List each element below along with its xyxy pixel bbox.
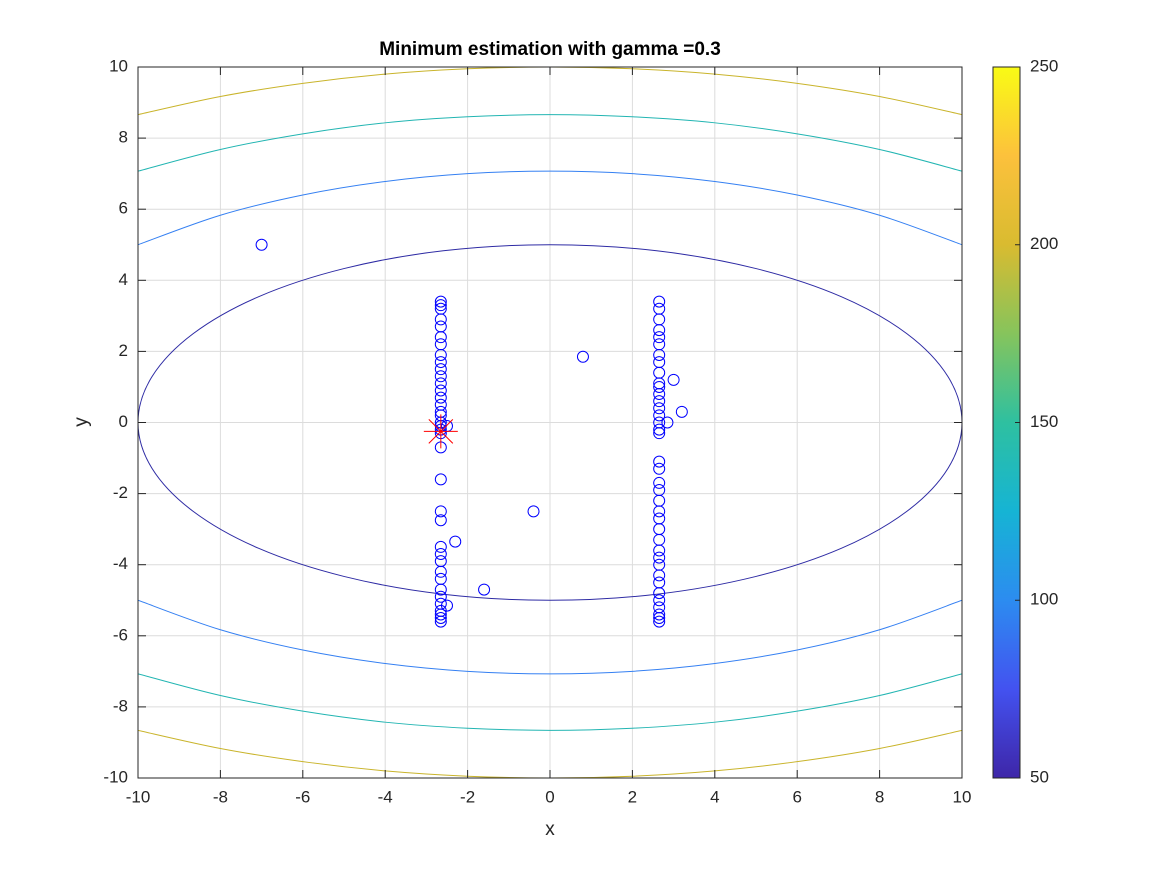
x-tick-label: -2 <box>460 787 475 806</box>
colorbar-tick-label: 200 <box>1030 234 1058 253</box>
contours <box>138 67 962 778</box>
sample-point <box>255 238 268 251</box>
sample-point <box>653 462 666 475</box>
sample-point <box>653 455 666 468</box>
sample-point <box>478 583 491 596</box>
contour-line <box>138 67 962 778</box>
y-tick-label: 10 <box>109 56 128 75</box>
sample-point <box>434 295 447 308</box>
sample-point <box>653 402 666 415</box>
sample-point <box>434 612 447 625</box>
y-tick-label: 8 <box>119 128 128 147</box>
sample-point <box>434 565 447 578</box>
sample-point <box>653 409 666 422</box>
sample-point <box>434 615 447 628</box>
sample-point <box>434 391 447 404</box>
x-tick-label: 2 <box>628 787 637 806</box>
sample-point <box>449 535 462 548</box>
sample-point <box>434 505 447 518</box>
sample-point <box>434 473 447 486</box>
minimum-marker <box>423 414 458 449</box>
x-tick-label: -8 <box>213 787 228 806</box>
sample-point <box>653 388 666 401</box>
sample-point <box>434 608 447 621</box>
sample-point <box>675 405 688 418</box>
x-axis-label: x <box>545 819 555 840</box>
sample-point <box>653 348 666 361</box>
y-tick-label: -4 <box>113 554 128 573</box>
sample-point <box>527 505 540 518</box>
sample-point <box>653 427 666 440</box>
sample-point <box>653 380 666 393</box>
sample-point <box>434 299 447 312</box>
sample-point <box>667 373 680 386</box>
sample-point <box>434 313 447 326</box>
sample-point <box>653 476 666 489</box>
sample-point <box>653 587 666 600</box>
contour-line <box>138 170 962 675</box>
sample-point <box>434 384 447 397</box>
sample-point <box>434 370 447 383</box>
sample-point <box>653 324 666 337</box>
y-tick-label: 2 <box>119 341 128 360</box>
sample-point <box>653 612 666 625</box>
sample-point <box>653 615 666 628</box>
x-tick-label: -4 <box>378 787 393 806</box>
sample-point <box>434 590 447 603</box>
y-tick-label: 0 <box>119 412 128 431</box>
sample-point <box>441 599 453 612</box>
colorbar-tick-label: 150 <box>1030 412 1058 431</box>
x-tick-label: 0 <box>545 787 554 806</box>
sample-point <box>576 350 589 363</box>
sample-point <box>653 295 666 308</box>
sample-point <box>434 331 447 344</box>
sample-point <box>653 544 666 557</box>
sample-point <box>653 423 666 436</box>
y-tick-label: 4 <box>119 270 128 289</box>
x-tick-label: 10 <box>953 787 972 806</box>
sample-point <box>434 377 447 390</box>
sample-point <box>653 594 666 607</box>
y-tick-label: 6 <box>119 199 128 218</box>
colorbar-tick-label: 250 <box>1030 56 1058 75</box>
sample-point <box>653 569 666 582</box>
sample-point <box>434 356 447 369</box>
sample-point <box>653 505 666 518</box>
ticks: -10 -8 -6 -4 -2 0 2 4 6 8 10 -10 -8 -6 -4 -2 0 2 4 6 8 10 <box>103 56 971 806</box>
contour-line <box>138 244 962 601</box>
sample-point <box>434 348 447 361</box>
x-tick-label: 6 <box>792 787 801 806</box>
colorbar: 50 100 150 200 250 <box>992 56 1058 786</box>
points <box>255 238 688 628</box>
y-tick-label: -8 <box>113 696 128 715</box>
colorbar-tick-label: 50 <box>1030 767 1049 786</box>
sample-point <box>434 540 447 553</box>
y-tick-label: -10 <box>103 767 128 786</box>
x-tick-label: -10 <box>126 787 151 806</box>
x-tick-label: 8 <box>875 787 884 806</box>
sample-point <box>434 548 447 561</box>
sample-point <box>653 551 666 564</box>
y-tick-label: -6 <box>113 625 128 644</box>
sample-point <box>661 416 674 429</box>
colorbar-tick-label: 100 <box>1030 590 1058 609</box>
y-tick-label: -2 <box>113 483 128 502</box>
sample-point <box>653 608 666 621</box>
sample-point <box>653 395 666 408</box>
sample-point <box>434 514 447 527</box>
sample-point <box>653 331 666 344</box>
sample-point <box>434 583 447 596</box>
chart-title: Minimum estimation with gamma =0.3 <box>379 39 721 60</box>
x-tick-label: 4 <box>710 787 719 806</box>
x-tick-label: -6 <box>295 787 310 806</box>
sample-point <box>434 363 447 376</box>
y-axis-label: y <box>71 417 92 427</box>
contour-line <box>138 114 962 731</box>
